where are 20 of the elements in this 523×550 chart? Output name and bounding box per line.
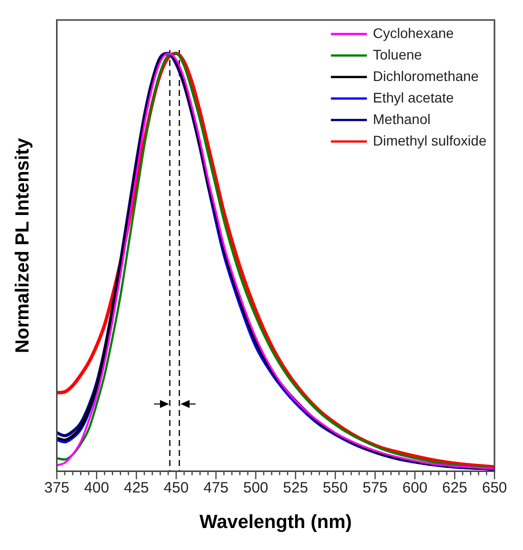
x-tick-label: 375 [44,479,70,496]
x-tick-label: 575 [362,479,388,496]
x-tick-label: 400 [84,479,110,496]
y-axis-title: Normalized PL Intensity [12,138,34,354]
x-tick-label: 600 [402,479,428,496]
legend-label: Dichloromethane [372,68,479,84]
x-tick-label: 525 [283,479,308,496]
x-tick-label: 450 [164,479,189,496]
x-tick-label: 550 [322,479,348,496]
x-tick-label: 650 [482,479,507,496]
x-tick-label: 425 [124,479,149,496]
legend-label: Dimethyl sulfoxide [372,132,487,148]
legend-label: Toluene [372,46,422,62]
x-tick-label: 475 [203,479,228,496]
legend-label: Methanol [372,110,430,127]
legend-label: Cyclohexane [372,24,454,41]
legend-label: Ethyl acetate [372,89,454,106]
x-tick-label: 500 [243,479,268,496]
x-tick-label: 625 [442,479,468,496]
x-axis-title: Wavelength (nm) [199,512,352,533]
